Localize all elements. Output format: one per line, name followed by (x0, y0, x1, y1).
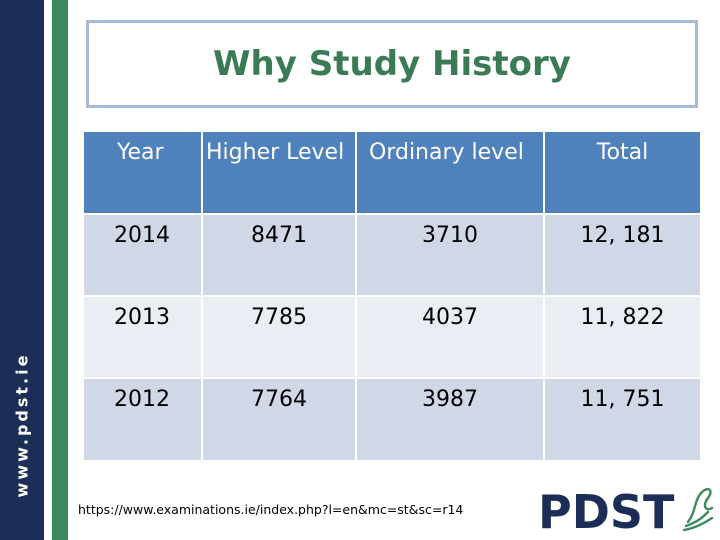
cell-ordinary: 4037 (356, 295, 545, 378)
cell-higher: 8471 (202, 213, 357, 296)
header-ordinary-level: Ordinary level (356, 132, 545, 214)
cell-year: 2013 (84, 295, 203, 378)
table-row: 2014 8471 3710 12, 181 (84, 213, 700, 296)
website-label: www.pdst.ie (12, 352, 32, 498)
title-box: Why Study History (86, 20, 698, 108)
logo-text: PDST (538, 485, 675, 536)
page-title: Why Study History (213, 44, 571, 84)
cell-higher: 7785 (202, 295, 357, 378)
cell-ordinary: 3710 (356, 213, 545, 296)
accent-stripe (52, 0, 68, 540)
history-stats-table: Year Higher Level Ordinary level Total 2… (84, 132, 700, 460)
table-row: 2013 7785 4037 11, 822 (84, 295, 700, 378)
cell-total: 11, 822 (544, 295, 700, 378)
logo-swirl-icon (682, 487, 714, 532)
pdst-logo: PDST (538, 485, 714, 536)
side-banner-text: www.pdst.ie (0, 0, 44, 540)
cell-higher: 7764 (202, 377, 357, 460)
header-higher-level: Higher Level (202, 132, 357, 214)
table-row: 2012 7764 3987 11, 751 (84, 377, 700, 460)
table-header-row: Year Higher Level Ordinary level Total (84, 132, 700, 214)
header-total: Total (544, 132, 700, 214)
cell-total: 12, 181 (544, 213, 700, 296)
cell-year: 2012 (84, 377, 203, 460)
side-banner (0, 0, 44, 540)
cell-ordinary: 3987 (356, 377, 545, 460)
header-year: Year (84, 132, 203, 214)
source-link[interactable]: https://www.examinations.ie/index.php?l=… (78, 502, 464, 517)
cell-year: 2014 (84, 213, 203, 296)
cell-total: 11, 751 (544, 377, 700, 460)
